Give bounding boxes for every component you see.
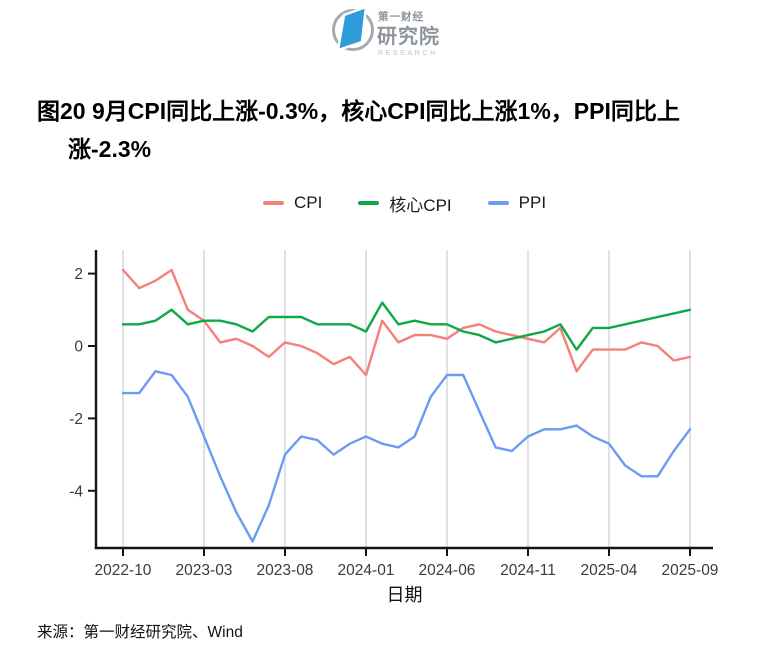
x-axis-title: 日期 bbox=[387, 585, 423, 605]
series-line-核心CPI bbox=[121, 301, 692, 351]
logo-brand-line1: 第一财经 bbox=[378, 10, 424, 23]
x-tick-label: 2024-11 bbox=[500, 562, 556, 579]
legend-label-cpi: CPI bbox=[293, 193, 323, 212]
core-cpi-line-swatch-icon bbox=[358, 201, 380, 205]
legend-item-cpi: CPI bbox=[262, 193, 323, 213]
legend-label-core-cpi: 核心CPI bbox=[389, 195, 452, 215]
yicai-logo-graphic: 第一财经 研究院 RESEARCH bbox=[332, 5, 440, 57]
legend-item-core-cpi: 核心CPI bbox=[358, 191, 452, 216]
logo-brand-line3: RESEARCH bbox=[378, 50, 438, 57]
logo-brand-line2: 研究院 bbox=[377, 24, 440, 48]
y-tick-label: 0 bbox=[74, 339, 83, 356]
y-tick-label: -2 bbox=[69, 411, 83, 428]
x-tick-label: 2022-10 bbox=[95, 562, 152, 579]
figure-title: 图20 9月CPI同比上涨-0.3%，核心CPI同比上涨1%，PPI同比上 涨-… bbox=[37, 92, 747, 168]
x-tick-label: 2024-06 bbox=[419, 562, 476, 579]
x-tick-label: 2023-03 bbox=[176, 562, 233, 579]
series-line-CPI bbox=[121, 268, 692, 377]
figure-title-line1: 图20 9月CPI同比上涨-0.3%，核心CPI同比上涨1%，PPI同比上 bbox=[37, 98, 680, 124]
x-tick-label: 2025-09 bbox=[662, 562, 719, 579]
cpi-line-swatch-icon bbox=[262, 201, 284, 205]
chart-legend: CPI 核心CPI PPI bbox=[96, 190, 713, 216]
source-note: 来源：第一财经研究院、Wind bbox=[37, 624, 243, 641]
logo-parallelogram-icon bbox=[336, 5, 368, 52]
x-tick-label: 2024-01 bbox=[338, 562, 395, 579]
line-chart: 2 0 -2 -4 2022-10 2023-03 2023-08 2024-01 2024-0… bbox=[69, 250, 719, 605]
series-line-PPI bbox=[121, 370, 692, 543]
legend-label-ppi: PPI bbox=[518, 193, 547, 212]
legend-item-ppi: PPI bbox=[487, 193, 547, 213]
x-tick-label: 2025-04 bbox=[581, 562, 638, 579]
y-tick-label: -4 bbox=[69, 483, 83, 500]
ppi-line-swatch-icon bbox=[487, 201, 509, 205]
yicai-logo: 第一财经 研究院 RESEARCH bbox=[329, 3, 441, 61]
y-tick-label: 2 bbox=[74, 266, 83, 283]
figure-title-line2: 涨-2.3% bbox=[68, 136, 152, 162]
x-tick-label: 2023-08 bbox=[257, 562, 314, 579]
